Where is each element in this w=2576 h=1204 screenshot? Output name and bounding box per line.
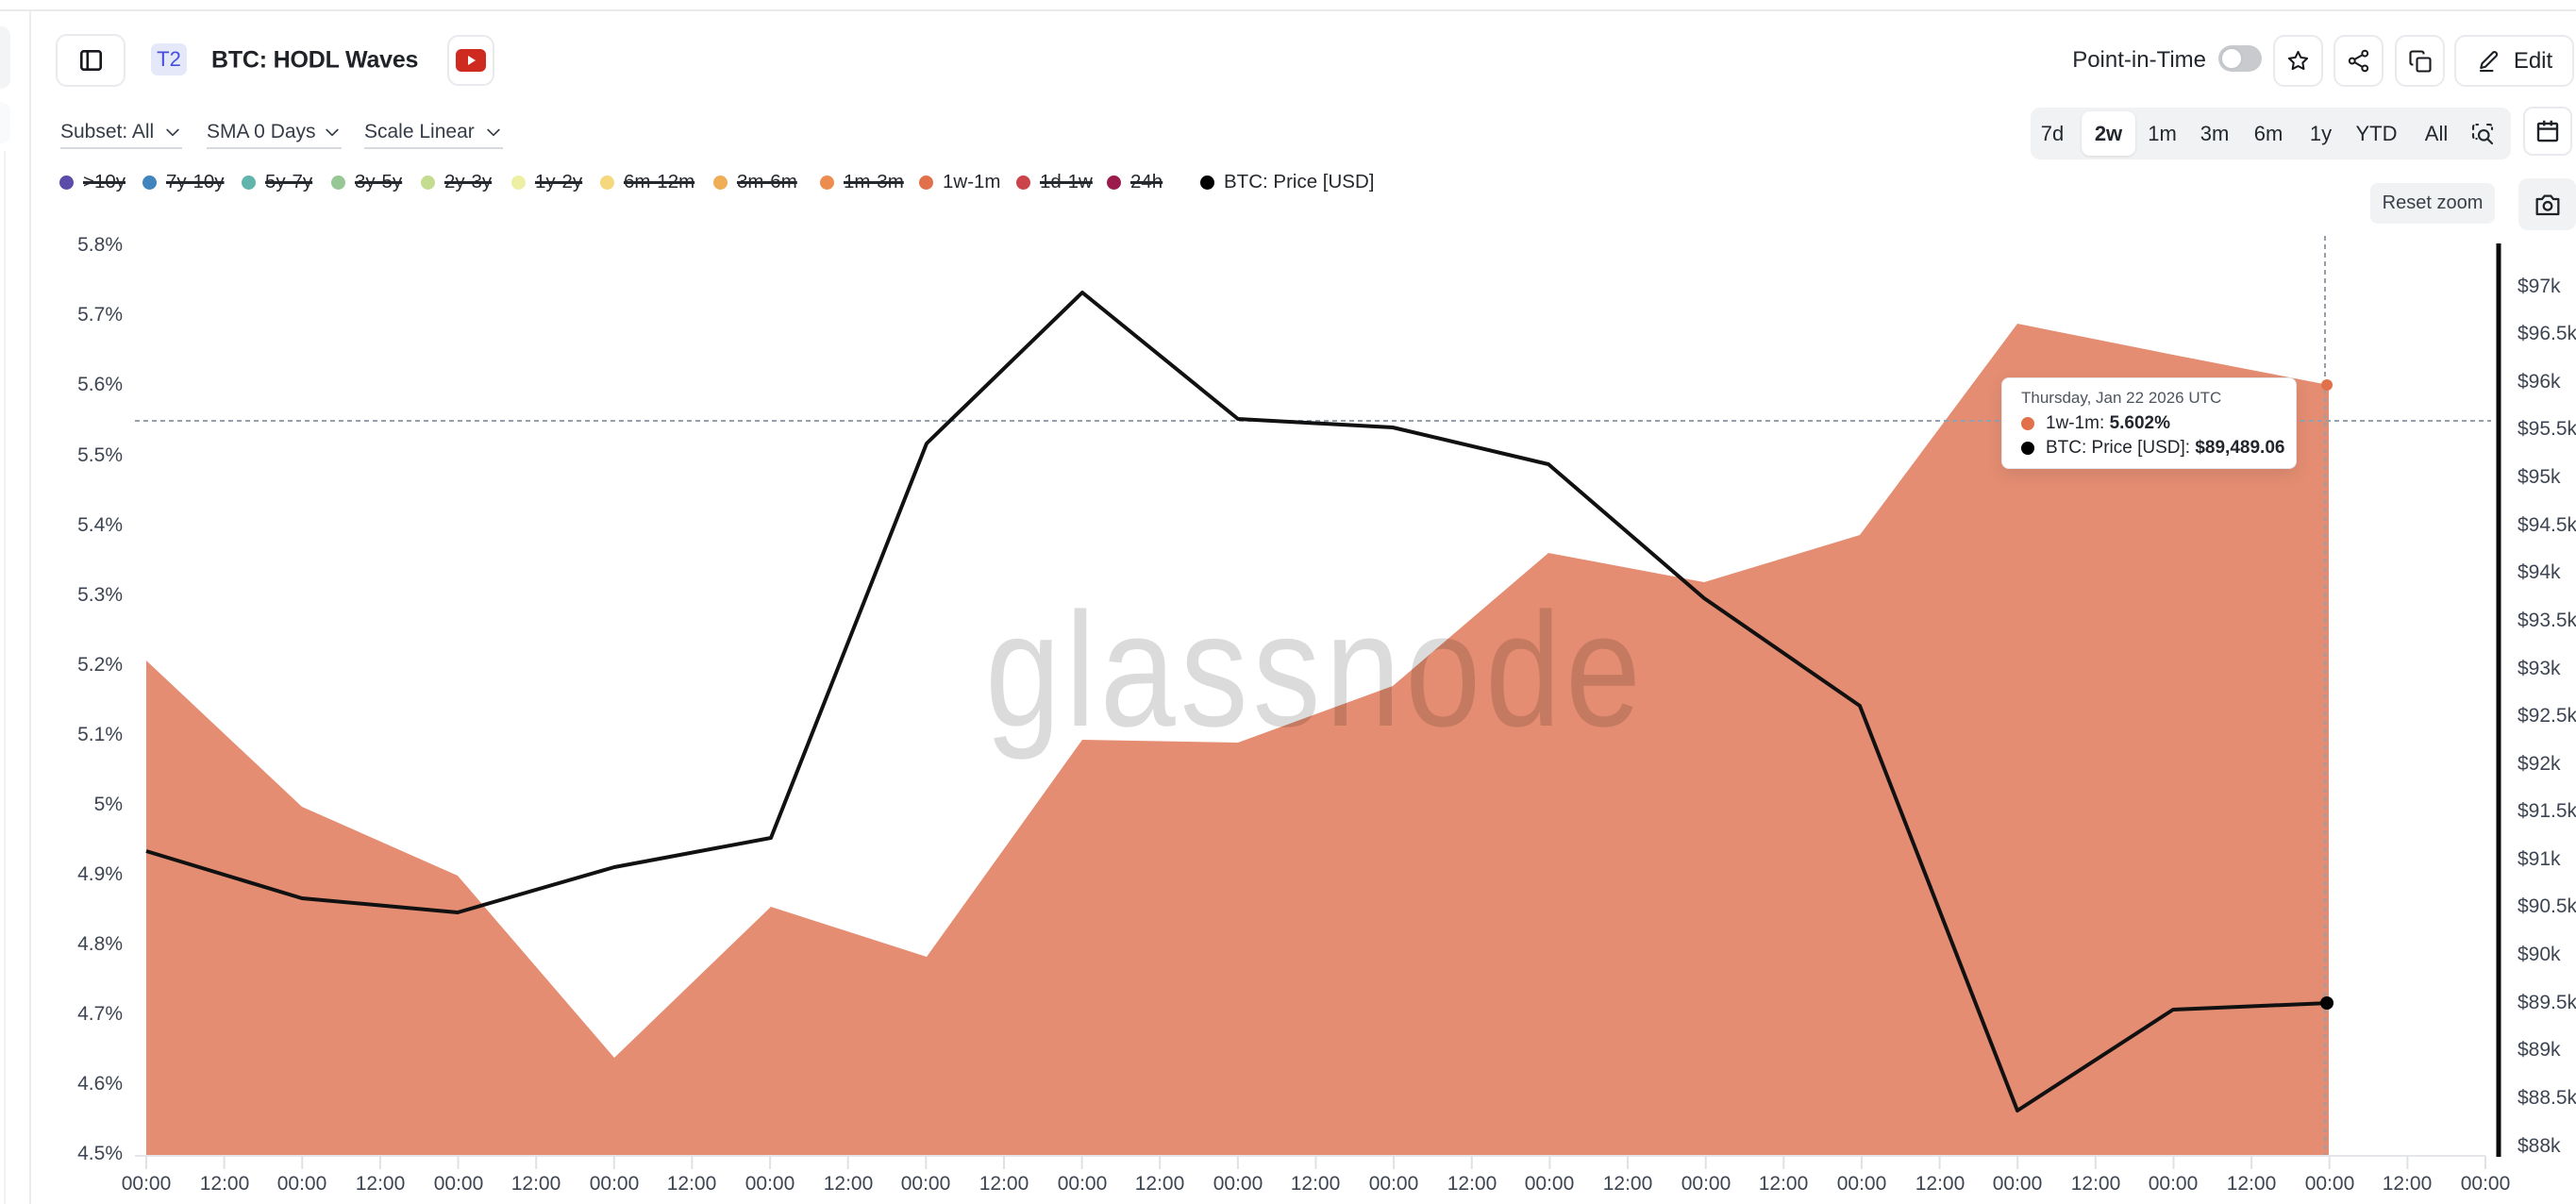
svg-text:glassnode: glassnode [985, 579, 1646, 761]
